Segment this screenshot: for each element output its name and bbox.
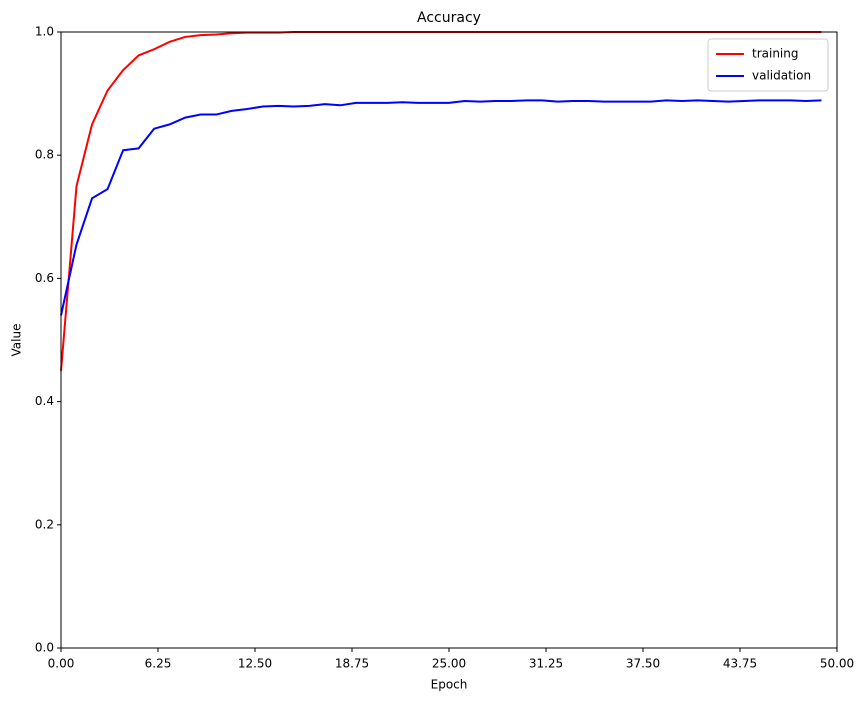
x-tick-label: 18.75: [335, 657, 369, 671]
y-tick-label: 0.0: [35, 641, 54, 655]
y-tick-label: 0.2: [35, 517, 54, 531]
line-series: [60, 31, 822, 371]
x-tick-label: 43.75: [723, 657, 757, 671]
x-tick-label: 6.25: [145, 657, 172, 671]
x-axis-label: Epoch: [431, 678, 468, 692]
x-tick-label: 0.00: [48, 657, 75, 671]
y-tick-label: 0.4: [35, 394, 54, 408]
x-tick-label: 31.25: [529, 657, 563, 671]
legend-box: [707, 38, 829, 92]
x-tick-label: 25.00: [432, 657, 466, 671]
legend-label: validation: [752, 69, 811, 83]
legend-label: training: [752, 47, 799, 61]
x-tick-label: 12.50: [238, 657, 272, 671]
y-tick-label: 1.0: [35, 25, 54, 39]
x-tick-label: 50.00: [820, 657, 854, 671]
y-tick-label: 0.8: [35, 148, 54, 162]
plot-frame: [60, 31, 838, 649]
chart-title: Accuracy: [417, 10, 481, 26]
y-axis-label: Value: [10, 324, 24, 357]
line-series: [60, 99, 822, 316]
y-tick-label: 0.6: [35, 271, 54, 285]
x-tick-label: 37.50: [626, 657, 660, 671]
